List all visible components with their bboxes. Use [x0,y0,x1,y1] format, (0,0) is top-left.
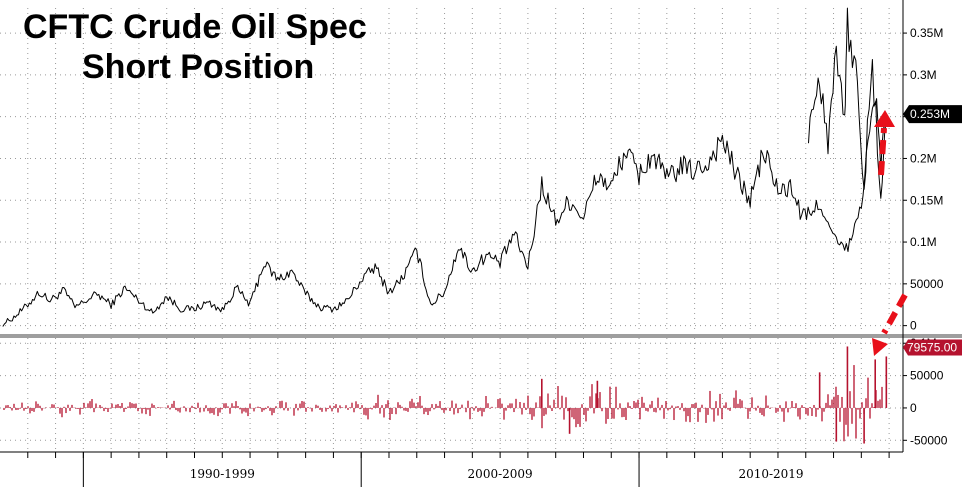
up-arrow-head [874,110,895,127]
title-line-1: CFTC Crude Oil Spec [23,8,367,46]
y-tick-label: 0 [910,401,917,415]
current-value-badge-bottom: 79575.00 [903,339,962,356]
y-tick-label: 0.35M [910,26,943,40]
current-value-badge-top-bg [903,105,962,124]
up-arrow-shaft [878,127,887,176]
title-line-2: Short Position [82,48,314,86]
y-tick-label: 0.15M [910,193,943,207]
weekly-change-bars [3,346,888,444]
y-tick-label: 0 [910,319,917,333]
down-arrow-annotation [872,293,908,356]
x-era-label: 2010-2019 [738,467,803,481]
y-tick-label: 0.2M [910,151,937,165]
series-line [808,7,887,199]
short-position-series [2,7,887,327]
chart-title: CFTC Crude Oil Spec Short Position [23,8,367,86]
y-tick-label: 0.1M [910,235,937,249]
y-tick-label: 50000 [910,369,944,383]
current-value-badge-top: 0.253M [903,105,962,124]
x-era-label: 2000-2009 [468,467,533,481]
current-value-label-bottom: 79575.00 [907,340,957,354]
y-tick-label: 0.3M [910,68,937,82]
current-value-badge-bottom-bg [903,339,962,356]
down-arrow-head [872,338,888,356]
series-line [2,98,887,327]
x-axis: 1990-1999 2000-2009 2010-2019 [27,452,890,487]
current-value-label-top: 0.253M [910,107,950,121]
y-tick-label: -50000 [910,433,948,447]
x-era-label: 1990-1999 [190,467,255,481]
up-arrow-annotation [874,110,895,176]
down-arrow-shaft [881,293,908,335]
bottom-gridlines [0,342,903,441]
top-gridlines [0,8,903,450]
y-tick-label: 50000 [910,277,944,291]
